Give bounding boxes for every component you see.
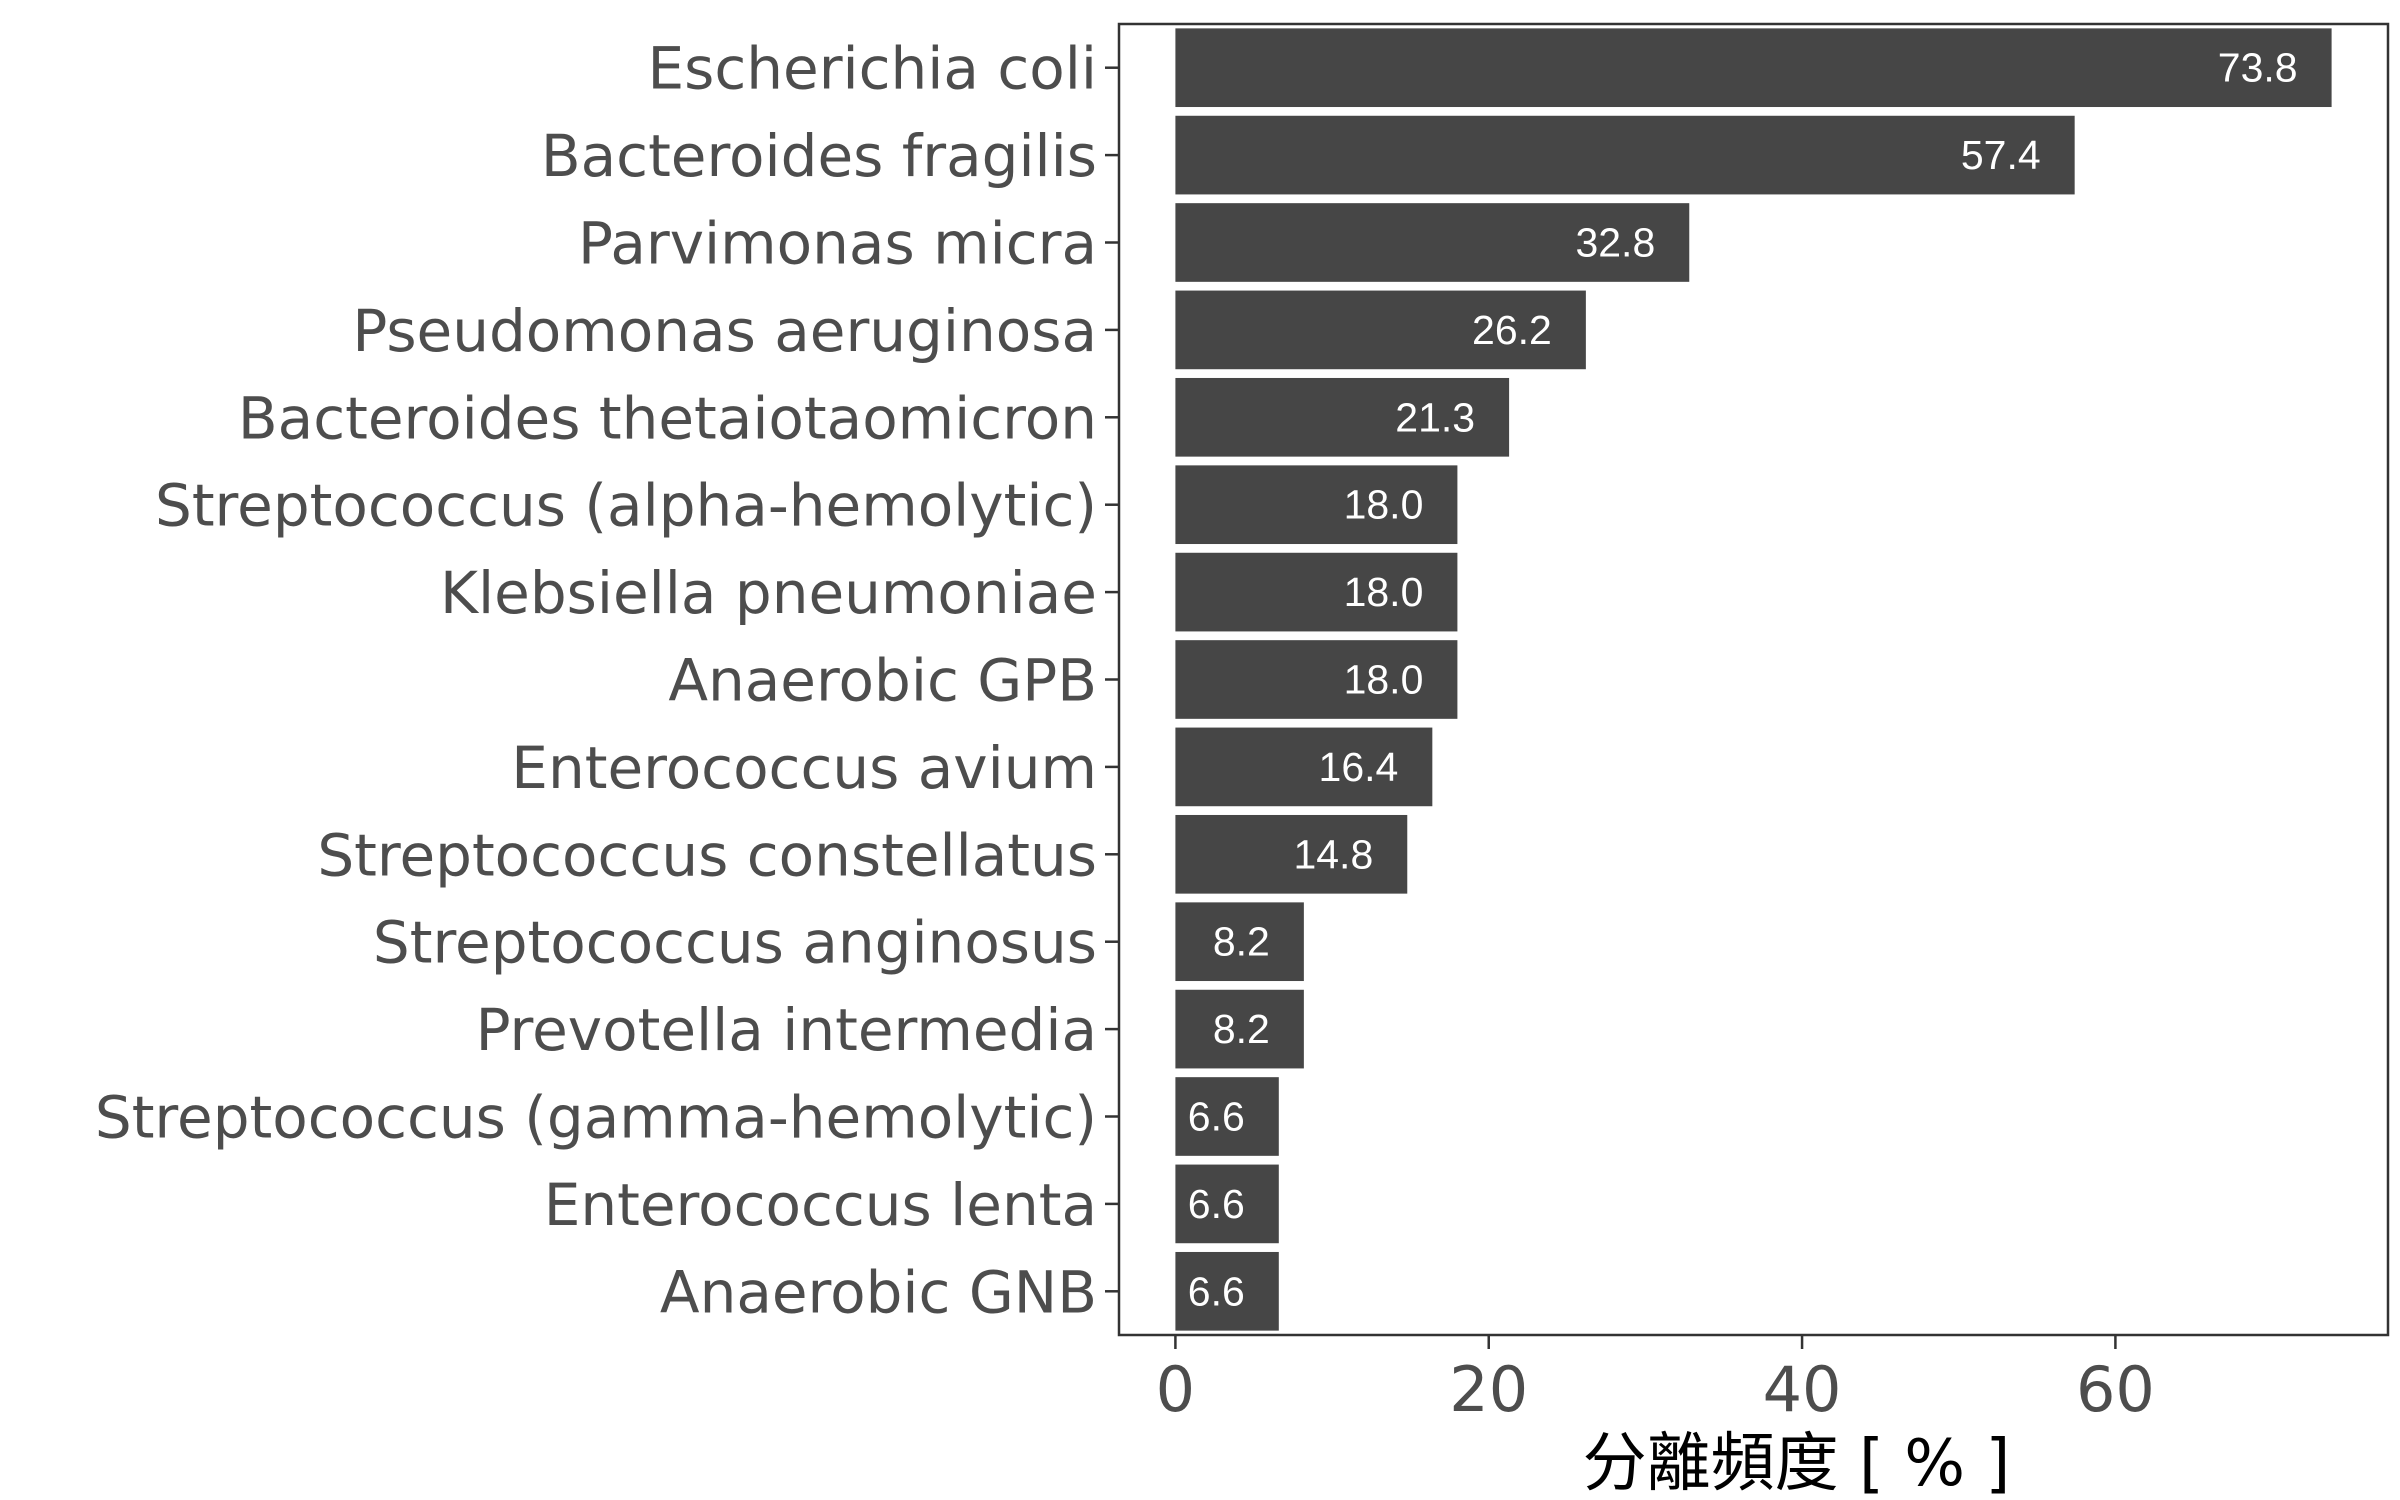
bar: [1175, 902, 1304, 982]
y-tick-label: Streptococcus (gamma-hemolytic): [95, 1084, 1097, 1152]
bar-value-label: 14.8: [1293, 831, 1373, 877]
bar-value-label: 16.4: [1319, 744, 1399, 790]
bar-value-label: 57.4: [1961, 132, 2041, 178]
x-axis-title: 分離頻度 [ % ]: [1583, 1427, 2011, 1500]
y-tick-label: Streptococcus constellatus: [317, 821, 1097, 889]
y-tick-label: Prevotella intermedia: [476, 996, 1097, 1064]
bar-value-label: 18.0: [1344, 569, 1424, 615]
bar-value-label: 6.6: [1188, 1181, 1245, 1227]
bar-value-label: 26.2: [1472, 307, 1552, 353]
y-tick-label: Anaerobic GNB: [660, 1258, 1097, 1326]
value-label-group: 73.8 57.4 32.8 26.2 21.3 18.0 18.0 18.0 16.4 14.8…: [1188, 45, 2298, 1315]
y-axis: Escherichia coli Bacteroides fragilis Parv…: [95, 35, 1119, 1326]
bar: [1175, 115, 2075, 195]
y-tick-label: Pseudomonas aeruginosa: [352, 297, 1097, 365]
y-tick-label: Streptococcus anginosus: [373, 909, 1097, 977]
bar: [1175, 1077, 1279, 1156]
x-tick-label: 0: [1156, 1353, 1195, 1426]
y-tick-label: Anaerobic GPB: [668, 647, 1097, 715]
bar-value-label: 32.8: [1575, 220, 1655, 266]
bar: [1175, 1164, 1279, 1244]
bar: [1175, 377, 1510, 457]
bar: [1175, 28, 2332, 108]
bar-value-label: 21.3: [1395, 394, 1475, 440]
bar: [1175, 989, 1304, 1069]
bar: [1175, 640, 1458, 719]
bar: [1175, 203, 1690, 282]
y-tick-label: Escherichia coli: [648, 35, 1098, 103]
x-axis: 0 20 40 60: [1156, 1335, 2155, 1426]
bar-value-label: 8.2: [1213, 1006, 1270, 1052]
x-tick-label: 60: [2076, 1353, 2155, 1426]
bar-value-label: 6.6: [1188, 1268, 1245, 1314]
bar-value-label: 18.0: [1344, 482, 1424, 528]
bar: [1175, 465, 1458, 545]
bar: [1175, 290, 1586, 370]
bar-group: [1175, 28, 2332, 1331]
bar-value-label: 18.0: [1344, 657, 1424, 703]
y-tick-label: Enterococcus lenta: [544, 1171, 1097, 1239]
bar: [1175, 814, 1408, 894]
bar: [1175, 727, 1433, 807]
bar-value-label: 6.6: [1188, 1094, 1245, 1140]
bar-value-label: 8.2: [1213, 919, 1270, 965]
y-tick-label: Parvimonas micra: [578, 210, 1097, 278]
bar-value-label: 73.8: [2218, 45, 2298, 91]
bar: [1175, 1251, 1279, 1331]
bar: [1175, 552, 1458, 632]
y-tick-label: Klebsiella pneumoniae: [440, 559, 1097, 627]
y-tick-label: Bacteroides fragilis: [541, 122, 1097, 190]
x-tick-label: 20: [1449, 1353, 1528, 1426]
x-tick-label: 40: [1763, 1353, 1842, 1426]
y-tick-label: Bacteroides thetaiotaomicron: [238, 384, 1097, 452]
y-tick-label: Streptococcus (alpha-hemolytic): [155, 472, 1097, 540]
y-tick-label: Enterococcus avium: [511, 734, 1097, 802]
